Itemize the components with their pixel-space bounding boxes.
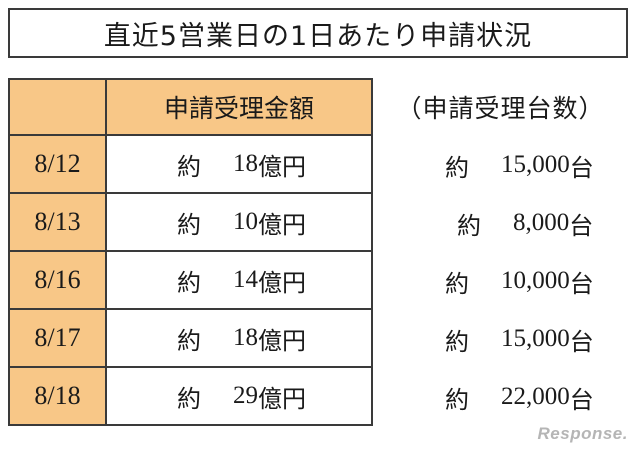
row-date: 8/12 (8, 136, 105, 194)
header-date (8, 78, 105, 136)
count-value: 22,000 (501, 383, 570, 410)
amount-value: 10 (233, 208, 258, 235)
page-title: 直近5営業日の1日あたり申請状況 (8, 8, 628, 58)
amount-prefix: 約 (177, 210, 201, 239)
amount-value: 18 (233, 150, 258, 177)
table-row: 8/13 約 10 億円 約 8,000 台 (8, 194, 628, 252)
count-prefix: 約 (457, 211, 481, 240)
count-unit: 台 (569, 385, 594, 414)
count-value: 8,000 (513, 209, 570, 236)
response-watermark-logo: Response. (537, 424, 628, 443)
amount-prefix: 約 (177, 384, 201, 413)
row-count: 約 8,000 台 (373, 194, 628, 252)
count-unit: 台 (569, 211, 594, 240)
row-amount: 約 18 億円 (105, 310, 373, 368)
amount-value: 14 (233, 266, 258, 293)
row-amount: 約 10 億円 (105, 194, 373, 252)
amount-unit: 億円 (258, 384, 306, 413)
row-amount: 約 14 億円 (105, 252, 373, 310)
amount-unit: 億円 (258, 268, 306, 297)
application-status-table: 申請受理金額 （申請受理台数） 8/12 約 18 億円 約 15,000 台 8/13… (8, 78, 628, 432)
row-count: 約 22,000 台 (373, 368, 628, 426)
row-date: 8/16 (8, 252, 105, 310)
row-amount: 約 18 億円 (105, 136, 373, 194)
header-amount: 申請受理金額 (105, 78, 373, 136)
count-unit: 台 (569, 327, 594, 356)
amount-prefix: 約 (177, 268, 201, 297)
count-prefix: 約 (445, 269, 469, 298)
header-count: （申請受理台数） (373, 78, 628, 136)
count-unit: 台 (569, 153, 594, 182)
table-row: 8/17 約 18 億円 約 15,000 台 (8, 310, 628, 368)
amount-value: 29 (233, 382, 258, 409)
row-date: 8/18 (8, 368, 105, 426)
count-prefix: 約 (445, 385, 469, 414)
row-amount: 約 29 億円 (105, 368, 373, 426)
amount-value: 18 (233, 324, 258, 351)
row-date: 8/13 (8, 194, 105, 252)
row-count: 約 15,000 台 (373, 136, 628, 194)
amount-unit: 億円 (258, 152, 306, 181)
row-date: 8/17 (8, 310, 105, 368)
count-value: 10,000 (501, 267, 570, 294)
amount-unit: 億円 (258, 326, 306, 355)
table-row: 8/16 約 14 億円 約 10,000 台 (8, 252, 628, 310)
count-value: 15,000 (501, 325, 570, 352)
table-row: 8/12 約 18 億円 約 15,000 台 (8, 136, 628, 194)
count-value: 15,000 (501, 151, 570, 178)
table-row: 8/18 約 29 億円 約 22,000 台 (8, 368, 628, 426)
amount-unit: 億円 (258, 210, 306, 239)
row-count: 約 10,000 台 (373, 252, 628, 310)
table-header-row: 申請受理金額 （申請受理台数） (8, 78, 628, 136)
count-prefix: 約 (445, 327, 469, 356)
count-unit: 台 (569, 269, 594, 298)
count-prefix: 約 (445, 153, 469, 182)
amount-prefix: 約 (177, 326, 201, 355)
row-count: 約 15,000 台 (373, 310, 628, 368)
amount-prefix: 約 (177, 152, 201, 181)
